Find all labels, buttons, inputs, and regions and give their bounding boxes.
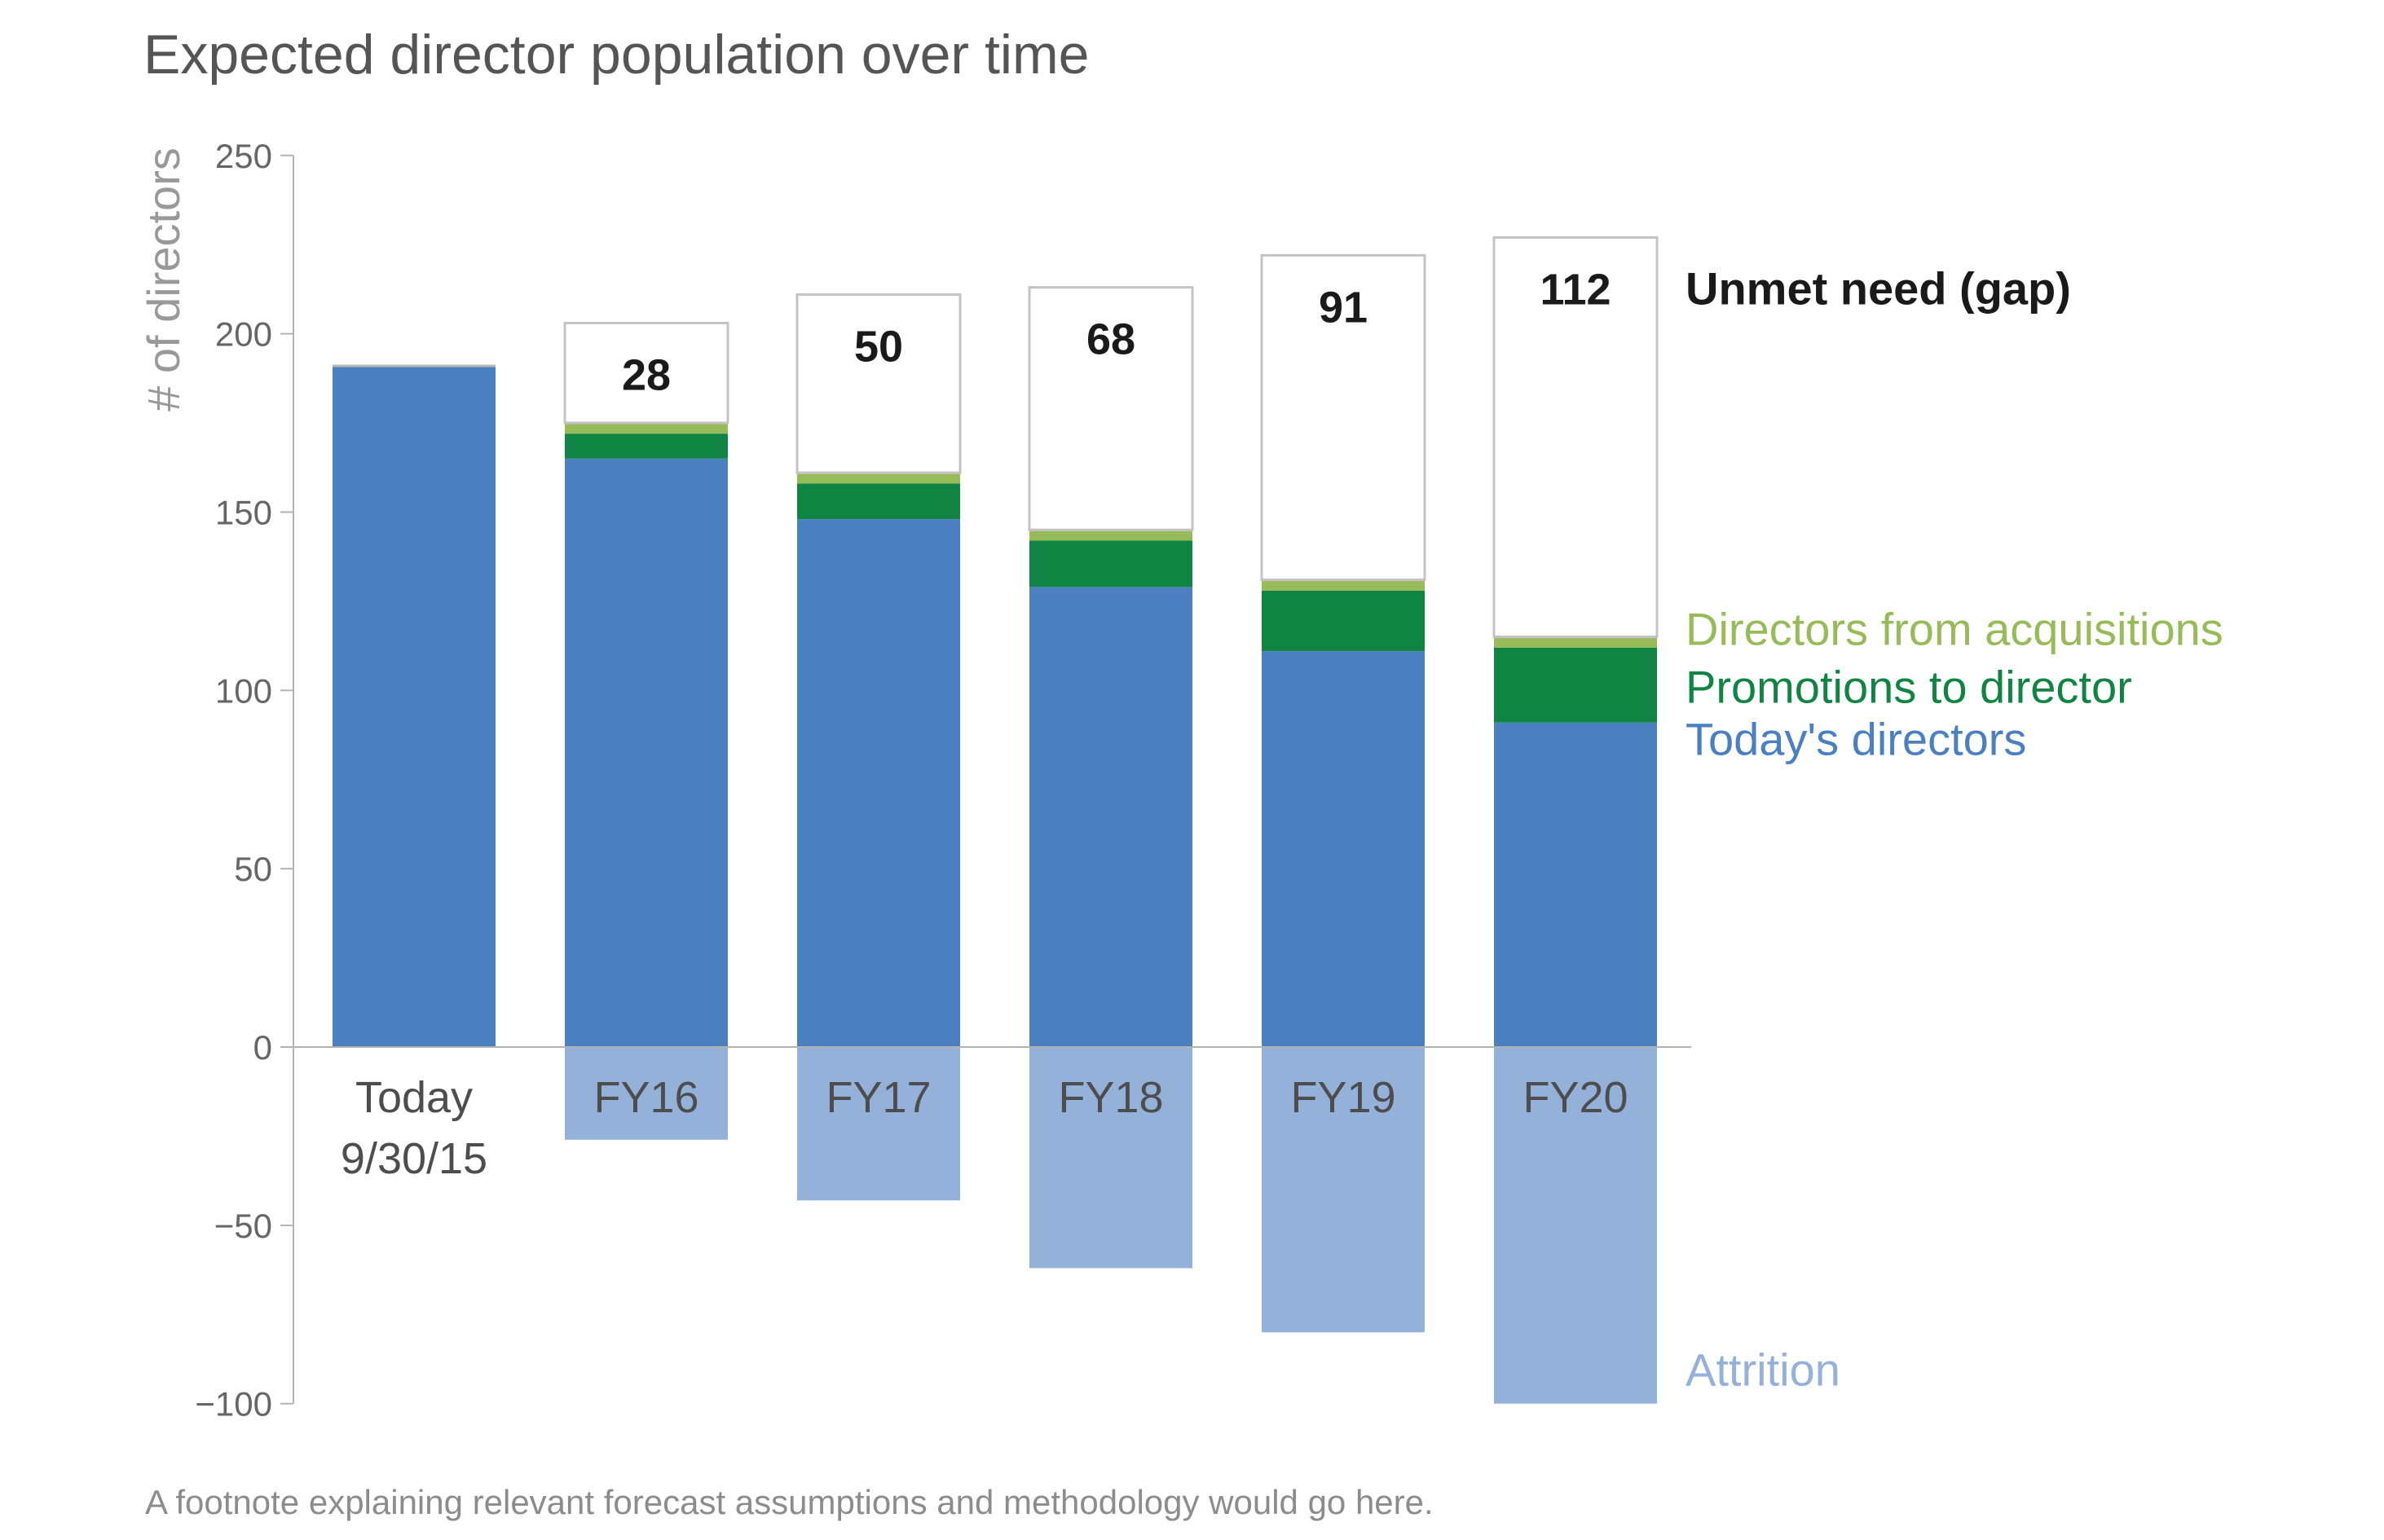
attrition-bar <box>1494 1047 1657 1404</box>
attrition-bar <box>797 1047 960 1201</box>
acquisitions-bar <box>1029 530 1192 541</box>
category-label: FY16 <box>593 1073 698 1122</box>
todays-directors-bar <box>565 458 728 1047</box>
y-tick-label: 100 <box>215 671 272 710</box>
attrition-bar <box>565 1047 728 1140</box>
unmet-need-bar <box>795 293 962 474</box>
y-tick-label: 0 <box>253 1028 272 1067</box>
acquisitions-bar <box>565 423 728 434</box>
attrition-bars <box>565 1047 1657 1404</box>
gap-value-label: 91 <box>1319 283 1368 332</box>
acquisitions-bar <box>797 473 960 484</box>
category-label: FY20 <box>1522 1073 1628 1122</box>
legend-label: Directors from acquisitions <box>1686 604 2223 655</box>
gap-labels: 28 50 68 91 112 <box>622 265 1611 399</box>
bars <box>333 235 1659 1047</box>
gap-value-label: 50 <box>854 322 903 371</box>
legend-label: Promotions to director <box>1686 662 2132 713</box>
todays-directors-bar <box>333 365 496 1047</box>
category-label: FY17 <box>826 1073 931 1122</box>
category-label: FY18 <box>1058 1073 1163 1122</box>
y-tick-label: −100 <box>195 1385 272 1423</box>
y-tick-label: 200 <box>215 315 272 354</box>
category-labels: Today 9/30/15 FY16 FY17 FY18 FY19 FY20 <box>341 1073 1628 1183</box>
y-tick-label: 250 <box>215 137 272 175</box>
chart-title: Expected director population over time <box>143 24 1089 86</box>
legend-label: Today's directors <box>1686 714 2026 765</box>
unmet-need-bar <box>563 321 729 425</box>
todays-directors-bar <box>1262 651 1425 1047</box>
category-label: FY19 <box>1290 1073 1395 1122</box>
y-tick-label: −50 <box>214 1207 272 1245</box>
legend-label: Unmet need (gap) <box>1686 262 2071 314</box>
legend-label: Attrition <box>1686 1344 1840 1396</box>
attrition-bar <box>1262 1047 1425 1333</box>
todays-directors-bar <box>1494 722 1657 1047</box>
y-axis-title: # of directors <box>138 147 189 411</box>
y-tick-label: 150 <box>215 493 272 531</box>
promotions-bar <box>1262 590 1425 652</box>
y-axis: 250 200 150 100 50 0 −50 −100 <box>195 137 294 1423</box>
unmet-need-bar <box>1028 286 1194 531</box>
acquisitions-bar <box>1494 636 1657 648</box>
attrition-bar <box>1029 1047 1192 1269</box>
y-tick-label: 50 <box>234 850 272 888</box>
promotions-bar <box>797 483 960 520</box>
gap-value-label: 112 <box>1540 265 1611 314</box>
unmet-need-bar <box>1260 253 1426 582</box>
footnote: A footnote explaining relevant forecast … <box>145 1483 1434 1521</box>
gap-value-label: 68 <box>1086 315 1135 364</box>
category-label: Today <box>355 1073 473 1122</box>
legend: Unmet need (gap) Directors from acquisiti… <box>1686 262 2223 1395</box>
acquisitions-bar <box>1262 579 1425 591</box>
category-label-line2: 9/30/15 <box>341 1134 487 1183</box>
promotions-bar <box>565 433 728 459</box>
unmet-need-bar <box>1492 235 1659 639</box>
todays-directors-bar <box>1029 587 1192 1047</box>
promotions-bar <box>1029 540 1192 587</box>
todays-directors-bar <box>797 519 960 1047</box>
promotions-bar <box>1494 647 1657 723</box>
gap-value-label: 28 <box>622 350 671 399</box>
